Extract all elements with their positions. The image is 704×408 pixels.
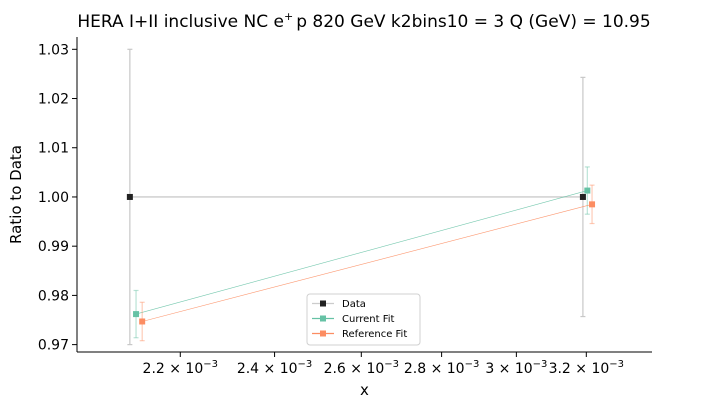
- x-tick-label: 2.6 × 10−3: [324, 359, 399, 377]
- y-axis-label: Ratio to Data: [7, 145, 25, 244]
- data-point-data: [579, 193, 586, 200]
- x-tick-label: 3 × 10−3: [485, 359, 547, 377]
- y-tick-label: 1.03: [38, 42, 69, 58]
- y-tick-label: 1.01: [38, 141, 69, 157]
- series-line-reference-fit: [142, 204, 593, 322]
- x-tick-label: 2.4 × 10−3: [237, 359, 312, 377]
- y-tick-label: 0.97: [38, 338, 69, 354]
- y-axis-ticks: 0.97 0.98 0.99 1.00 1.01 1.02 1.03: [38, 42, 77, 354]
- y-tick-label: 0.99: [38, 239, 69, 255]
- x-tick-label: 2.8 × 10−3: [404, 359, 479, 377]
- x-axis-ticks: 2.2 × 10−3 2.4 × 10−3 2.6 × 10−3 2.8 × 10−3…: [143, 352, 624, 377]
- data-point-current-fit: [584, 187, 591, 194]
- data-point-data: [126, 193, 133, 200]
- legend-marker-data: [320, 300, 326, 307]
- data-point-current-fit: [133, 311, 140, 318]
- legend-label-current-fit: Current Fit: [342, 314, 395, 325]
- data-point-reference-fit: [139, 318, 146, 325]
- chart-title-main: HERA I+II inclusive NC e: [77, 12, 284, 32]
- legend-marker-reference-fit: [320, 330, 326, 337]
- x-axis-label: x: [360, 381, 369, 399]
- chart-title-superscript: +: [284, 10, 293, 23]
- chart-title-rest: p 820 GeV k2bins10 = 3 Q (GeV) = 10.95: [296, 12, 650, 32]
- legend: Data Current Fit Reference Fit: [306, 293, 421, 346]
- y-tick-label: 1.00: [38, 190, 69, 206]
- series-line-current-fit: [135, 190, 588, 315]
- legend-box: [306, 293, 421, 346]
- plot-area: [126, 48, 596, 346]
- legend-label-data: Data: [342, 299, 366, 310]
- y-tick-label: 0.98: [38, 288, 69, 304]
- legend-marker-current-fit: [320, 315, 326, 322]
- y-tick-label: 1.02: [38, 92, 69, 108]
- chart-title: HERA I+II inclusive NC e+ p 820 GeV k2bin…: [77, 10, 650, 32]
- x-tick-label: 2.2 × 10−3: [143, 359, 218, 377]
- legend-label-reference-fit: Reference Fit: [342, 329, 407, 340]
- x-tick-label: 3.2 × 10−3: [549, 359, 624, 377]
- data-point-reference-fit: [589, 201, 596, 208]
